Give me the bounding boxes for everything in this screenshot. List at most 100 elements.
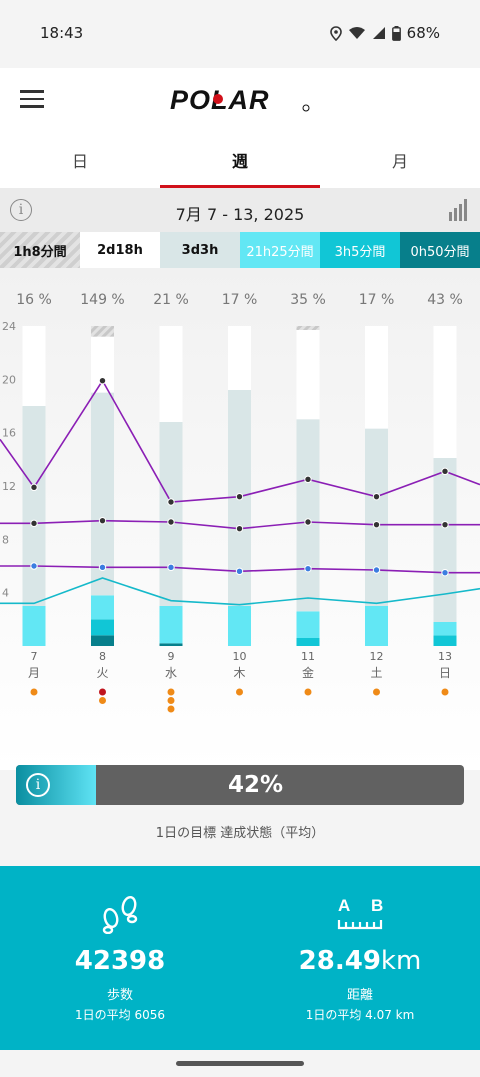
- home-gesture-bar[interactable]: [176, 1061, 304, 1066]
- bar-segment-z4: [91, 619, 114, 636]
- series-point: [235, 567, 244, 576]
- steps-label: 歩数: [106, 988, 133, 1003]
- goal-percent-label: 149 %: [80, 292, 124, 308]
- activity-dot: [167, 697, 175, 704]
- tab-day[interactable]: 日: [71, 152, 88, 171]
- date-range[interactable]: 7月 7 - 13, 2025: [175, 205, 305, 224]
- date-bar: i 7月 7 - 13, 2025: [0, 188, 480, 232]
- x-date-label: 11: [301, 650, 315, 663]
- goal-percent-label: 16 %: [16, 292, 52, 308]
- series-point: [167, 563, 175, 572]
- series-point: [441, 568, 449, 577]
- distance-stat: A B 28.49km 距離 1日の平均 4.07 km: [240, 866, 480, 1050]
- x-weekday-label: 月: [28, 666, 40, 680]
- y-tick-label: 12: [2, 480, 16, 493]
- series-point: [372, 520, 381, 529]
- series-point: [304, 564, 312, 573]
- series-line: [0, 577, 480, 606]
- series-point: [304, 518, 312, 526]
- y-tick-label: 8: [2, 533, 9, 546]
- bar-segment-z2: [296, 419, 320, 612]
- goal-info-icon[interactable]: i: [26, 773, 50, 797]
- activity-dot: [30, 688, 38, 696]
- steps-value: 42398: [74, 946, 166, 976]
- series-point: [98, 376, 107, 385]
- app-bar: POLAR: [0, 68, 480, 132]
- zone-resting: 2d18h: [80, 232, 160, 268]
- activity-dot: [99, 688, 106, 696]
- battery-icon: [391, 25, 401, 41]
- x-date-label: 7: [31, 650, 38, 663]
- x-date-label: 10: [233, 650, 247, 663]
- status-icons: 68%: [329, 24, 440, 42]
- activity-dot: [441, 688, 449, 696]
- series-point: [30, 519, 38, 528]
- series-point: [98, 516, 107, 525]
- x-weekday-label: 金: [302, 665, 314, 680]
- hamburger-menu-icon[interactable]: [20, 90, 44, 110]
- zone-medium: 21h25分間: [240, 232, 320, 268]
- distance-ruler-icon: A B: [240, 894, 480, 934]
- daily-goal-progress-bar: i 42%: [16, 765, 464, 805]
- activity-dot: [167, 705, 175, 713]
- series-point: [235, 492, 244, 501]
- x-weekday-label: 日: [439, 666, 451, 680]
- status-time: 18:43: [40, 24, 84, 42]
- weekly-activity-chart: 16 % 149 % 21 % 17 % 35 % 17 % 43 % 24 20 16 12 8 4 7…: [0, 268, 480, 770]
- x-weekday-label: 火: [96, 666, 108, 680]
- bar-chart-icon[interactable]: [448, 198, 470, 222]
- bar-segment-z5: [91, 635, 114, 646]
- zone-sitting: 1h8分間: [0, 232, 80, 268]
- activity-dot: [167, 688, 175, 696]
- series-point: [30, 562, 38, 570]
- series-point: [30, 483, 38, 492]
- series-point: [372, 492, 381, 501]
- steps-stat: 42398 歩数 1日の平均 6056: [0, 866, 240, 1050]
- status-bar: 18:43 68%: [0, 0, 480, 68]
- bar-segment-z3: [228, 606, 251, 646]
- bar-segment-z3: [365, 606, 388, 646]
- x-weekday-label: 木: [233, 666, 245, 680]
- zone-low: 3d3h: [160, 232, 240, 268]
- x-date-label: 9: [168, 650, 175, 663]
- y-tick-label: 4: [2, 587, 9, 600]
- chart-svg: 16 % 149 % 21 % 17 % 35 % 17 % 43 % 24 20 16 12 8 4 7…: [0, 292, 480, 713]
- footprints-icon: [0, 894, 240, 934]
- bar-segment-z3: [296, 611, 320, 638]
- zone-very-high: 0h50分間: [400, 232, 480, 268]
- stats-panel: 42398 歩数 1日の平均 6056 A B 28.49km 距離 1日の平均…: [0, 866, 480, 1050]
- tab-month[interactable]: 月: [391, 152, 408, 171]
- bar-segment-z3: [159, 606, 183, 644]
- wifi-icon: [348, 27, 365, 39]
- polar-logo: POLAR: [170, 86, 310, 114]
- distance-label: 距離: [346, 988, 373, 1003]
- goal-percent: 42%: [228, 772, 284, 798]
- activity-dot: [236, 688, 243, 696]
- bar-segment-z3: [22, 606, 46, 646]
- activity-dot: [99, 697, 106, 704]
- goal-caption: 1日の目標 達成状態（平均）: [155, 826, 325, 841]
- activity-dot: [373, 688, 380, 696]
- goal-percent-label: 17 %: [222, 292, 258, 308]
- y-tick-label: 24: [2, 320, 16, 333]
- tab-week[interactable]: 週: [160, 132, 320, 188]
- bar-segment-z3: [91, 595, 114, 620]
- bar-segment-sitting: [296, 326, 320, 330]
- bar-segment-z2: [22, 406, 46, 606]
- distance-unit: km: [380, 946, 422, 976]
- steps-average: 1日の平均 6056: [75, 1008, 165, 1022]
- bar-segment-sitting: [91, 326, 114, 337]
- system-nav-area: [0, 1050, 480, 1077]
- goal-percent-label: 17 %: [359, 292, 395, 308]
- ruler-letter-b: B: [371, 896, 383, 915]
- y-tick-label: 20: [2, 373, 16, 386]
- series-point: [167, 518, 175, 526]
- info-icon[interactable]: i: [10, 199, 32, 221]
- series-point: [235, 524, 244, 533]
- bar-segment-z3: [433, 622, 457, 636]
- ruler-letter-a: A: [338, 896, 350, 915]
- zone-high: 3h5分間: [320, 232, 400, 268]
- bar-segment-z5: [159, 643, 183, 646]
- series-point: [304, 475, 312, 484]
- period-tabs: 日 週 月: [0, 132, 480, 188]
